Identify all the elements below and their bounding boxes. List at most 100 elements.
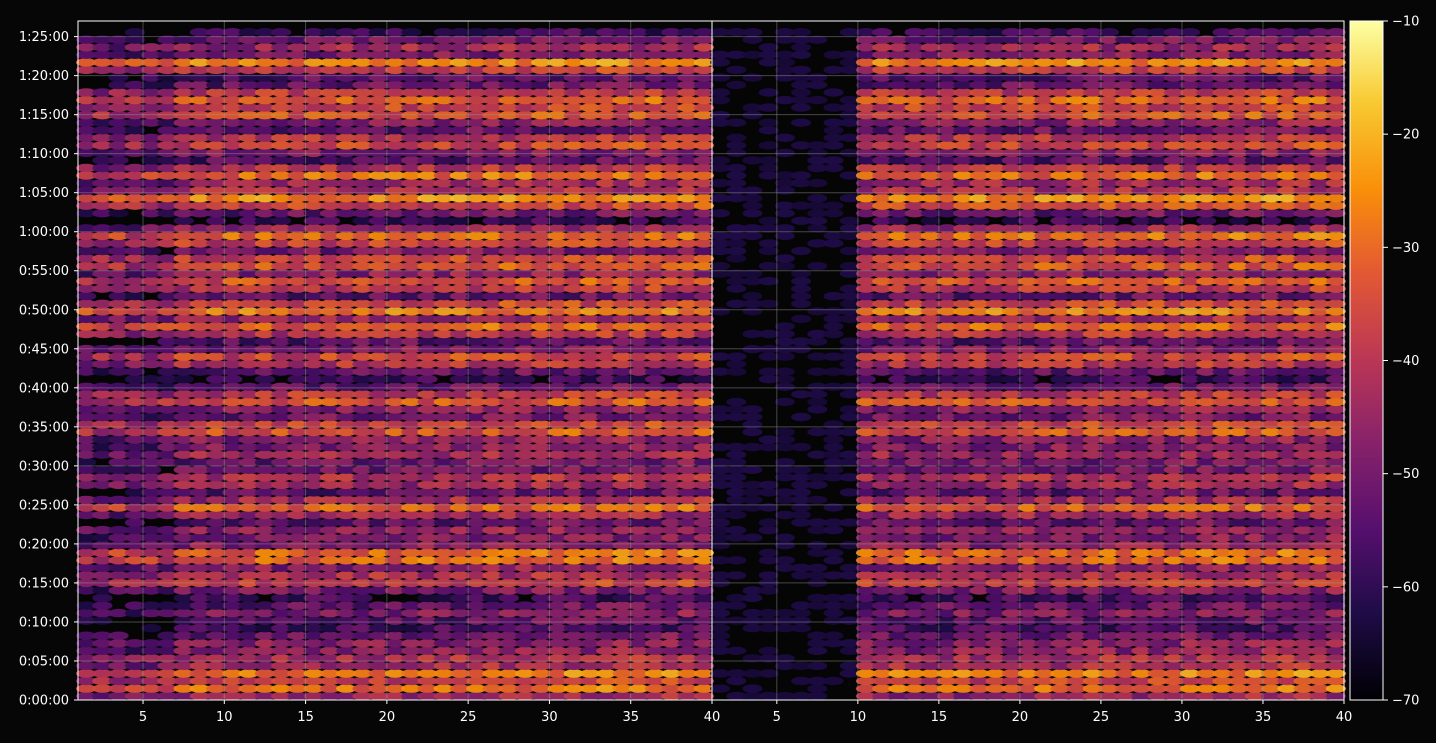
heatmap-cell — [872, 518, 893, 527]
heatmap-cell — [368, 442, 389, 452]
heatmap-cell — [677, 676, 698, 686]
heatmap-cell — [1196, 216, 1217, 225]
heatmap-cell — [1001, 608, 1022, 618]
heatmap-cell — [1131, 488, 1152, 497]
heatmap-cell — [417, 518, 438, 527]
heatmap-cell — [774, 691, 795, 701]
heatmap-cell — [352, 488, 373, 497]
heatmap-cell — [1050, 631, 1071, 640]
heatmap-cell — [466, 458, 487, 467]
heatmap-cell — [303, 556, 324, 565]
heatmap-cell — [238, 450, 259, 459]
heatmap-cell — [482, 654, 503, 663]
heatmap-cell — [969, 503, 990, 512]
heatmap-cell — [628, 458, 649, 467]
heatmap-cell — [515, 691, 536, 701]
heatmap-cell — [157, 510, 178, 520]
heatmap-cell — [920, 216, 941, 225]
heatmap-cell — [985, 661, 1006, 671]
heatmap-cell — [677, 691, 698, 701]
heatmap-cell — [612, 556, 633, 565]
heatmap-cell — [319, 691, 341, 701]
heatmap-cell — [173, 473, 194, 482]
heatmap-cell — [531, 510, 552, 520]
heatmap-cell — [1196, 563, 1217, 572]
heatmap-cell — [1018, 473, 1038, 482]
heatmap-cell — [531, 586, 552, 595]
heatmap-cell — [920, 450, 941, 459]
heatmap-cell — [1131, 442, 1152, 452]
heatmap-cell — [726, 458, 747, 467]
heatmap-cell — [92, 593, 113, 603]
heatmap-cell — [1309, 586, 1330, 595]
heatmap-cell — [1115, 676, 1136, 686]
heatmap-cell — [580, 473, 601, 482]
heatmap-cell — [368, 556, 389, 565]
heatmap-cell — [563, 586, 584, 595]
heatmap-cell — [969, 533, 990, 542]
heatmap-cell — [515, 654, 536, 663]
heatmap-cell — [693, 691, 715, 701]
heatmap-cell — [1050, 601, 1071, 610]
heatmap-cell — [774, 563, 795, 572]
heatmap-cell — [1293, 684, 1314, 693]
heatmap-cell — [352, 631, 373, 640]
heatmap-cell — [888, 503, 909, 512]
heatmap-cell — [563, 525, 584, 535]
heatmap-cell — [596, 495, 617, 505]
heatmap-cell — [953, 691, 974, 701]
heatmap-cell — [206, 608, 227, 618]
heatmap-cell — [303, 510, 324, 520]
heatmap-cell — [1244, 578, 1265, 588]
heatmap-cell — [1228, 616, 1249, 625]
heatmap-cell — [287, 601, 308, 610]
heatmap-cell — [1066, 654, 1087, 663]
heatmap-cell — [108, 608, 129, 618]
heatmap-cell — [1082, 661, 1103, 671]
heatmap-cell — [1147, 442, 1168, 452]
heatmap-cell — [645, 458, 666, 467]
heatmap-cell — [173, 661, 194, 671]
heatmap-cell — [1066, 571, 1087, 580]
heatmap-cell — [238, 654, 259, 663]
heatmap-cell — [628, 669, 649, 678]
heatmap-cell — [417, 639, 438, 648]
heatmap-cell — [628, 488, 649, 497]
heatmap-cell — [189, 631, 210, 640]
heatmap-cell — [580, 442, 601, 452]
heatmap-cell — [368, 541, 389, 550]
heatmap-cell — [384, 503, 406, 512]
heatmap-cell — [531, 571, 552, 580]
heatmap-cell — [904, 571, 925, 580]
heatmap-cell — [108, 571, 129, 580]
heatmap-cell — [173, 495, 194, 505]
heatmap-cell — [222, 495, 243, 505]
heatmap-cell — [693, 525, 715, 535]
heatmap-cell — [774, 465, 795, 474]
heatmap-cell — [1099, 442, 1119, 452]
heatmap-cell — [1115, 631, 1136, 640]
heatmap-cell — [710, 307, 731, 316]
heatmap-cell — [368, 608, 389, 618]
heatmap-cell — [888, 661, 909, 671]
heatmap-cell — [985, 563, 1006, 572]
heatmap-cell — [433, 450, 454, 459]
heatmap-cell — [352, 556, 373, 565]
heatmap-cell — [401, 442, 422, 452]
heatmap-cell — [1050, 646, 1071, 655]
heatmap-cell — [1099, 586, 1119, 595]
heatmap-cell — [953, 593, 974, 603]
heatmap-cell — [693, 556, 715, 565]
heatmap-cell — [449, 563, 471, 572]
heatmap-cell — [515, 578, 536, 588]
heatmap-cell — [612, 691, 633, 701]
heatmap-cell — [368, 661, 389, 671]
heatmap-cell — [855, 593, 876, 603]
heatmap-cell — [920, 586, 941, 595]
heatmap-cell — [628, 450, 649, 459]
heatmap-cell — [157, 691, 178, 701]
heatmap-cell — [839, 488, 860, 497]
heatmap-cell — [254, 495, 275, 505]
heatmap-cell — [368, 563, 389, 572]
heatmap-cell — [985, 518, 1006, 527]
